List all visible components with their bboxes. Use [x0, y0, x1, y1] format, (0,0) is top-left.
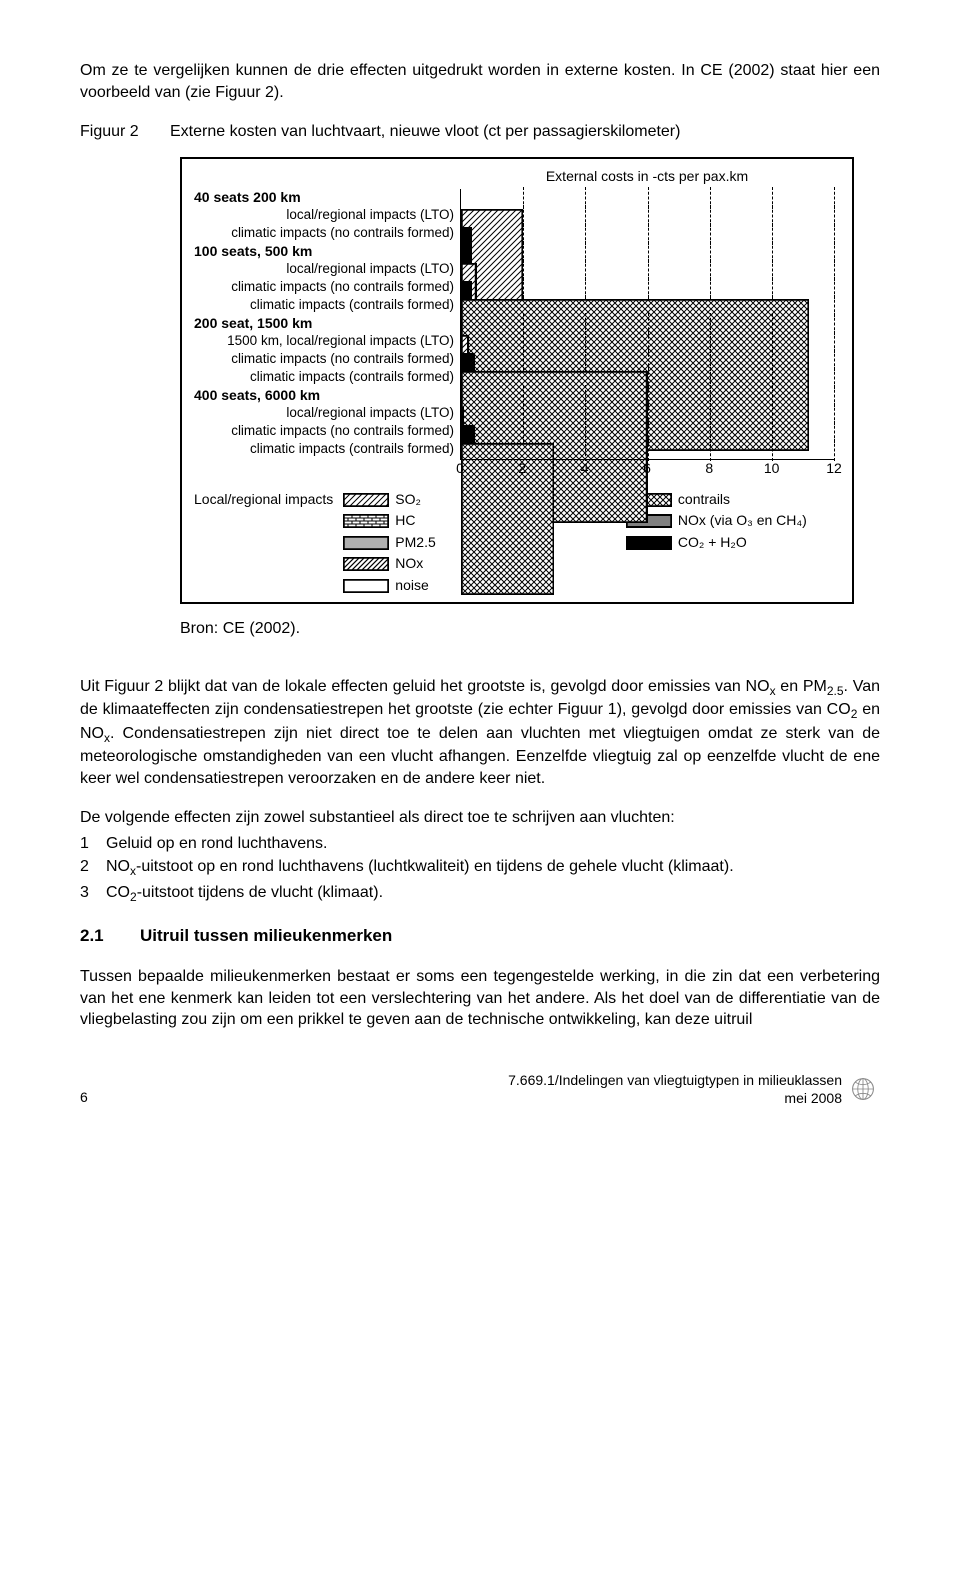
footer-logo [850, 1076, 880, 1107]
axis-tick: 6 [643, 460, 651, 478]
subscript: 2.5 [827, 684, 844, 698]
legend-item: Climatic impactsCO₂ + H₂O [514, 534, 834, 552]
list-number: 2 [80, 856, 106, 879]
bar-label: local/regional impacts (LTO) [194, 207, 460, 224]
chart-title-row: External costs in -cts per pax.km [194, 171, 834, 189]
bar-row: 1500 km, local/regional impacts (LTO) [194, 333, 834, 351]
footer-text: 7.669.1/Indelingen van vliegtuigtypen in… [140, 1071, 842, 1107]
axis-tick: 12 [826, 460, 842, 478]
legend-label: noise [395, 577, 428, 595]
bar-label: climatic impacts (no contrails formed) [194, 351, 460, 368]
group-header: 40 seats 200 km [194, 189, 834, 207]
list-item: 3CO2-uitstoot tijdens de vlucht (klimaat… [80, 882, 880, 905]
legend-heading-left: Local/regional impacts [194, 491, 333, 509]
axis-tick: 2 [518, 460, 526, 478]
figure-caption: Figuur 2 Externe kosten van luchtvaart, … [80, 121, 880, 143]
legend-label: NOx [395, 555, 423, 573]
section-number: 2.1 [80, 925, 140, 948]
group-header: 100 seats, 500 km [194, 243, 834, 261]
page-number: 6 [80, 1088, 140, 1107]
bar-row: climatic impacts (contrails formed) [194, 297, 834, 315]
bar-label: climatic impacts (no contrails formed) [194, 225, 460, 242]
bar-label: climatic impacts (no contrails formed) [194, 423, 460, 440]
list-text: Geluid op en rond luchthavens. [106, 833, 880, 855]
chart-container: External costs in -cts per pax.km 40 seat… [180, 157, 880, 605]
effects-list: 1Geluid op en rond luchthavens.2NOx-uits… [80, 833, 880, 905]
bar-row: climatic impacts (contrails formed) [194, 369, 834, 387]
group-header: 400 seats, 6000 km [194, 387, 834, 405]
list-item: 2NOx-uitstoot op en rond luchthavens (lu… [80, 856, 880, 879]
bar-row: climatic impacts (no contrails formed) [194, 279, 834, 297]
legend-label: SO₂ [395, 491, 421, 509]
axis-tick: 10 [764, 460, 780, 478]
list-text: NOx-uitstoot op en rond luchthavens (luc… [106, 856, 880, 879]
legend-label: contrails [678, 491, 730, 509]
list-number: 1 [80, 833, 106, 855]
text: en PM [776, 678, 827, 695]
legend-label: HC [395, 512, 415, 530]
figure-title: Externe kosten van luchtvaart, nieuwe vl… [170, 121, 880, 143]
axis-tick: 8 [705, 460, 713, 478]
list-number: 3 [80, 882, 106, 905]
intro-paragraph: Om ze te vergelijken kunnen de drie effe… [80, 60, 880, 103]
bar-label: local/regional impacts (LTO) [194, 405, 460, 422]
footer-line-1: 7.669.1/Indelingen van vliegtuigtypen in… [508, 1072, 842, 1088]
section-title: Uitruil tussen milieukenmerken [140, 925, 392, 948]
text: . Condensatiestrepen zijn niet direct to… [80, 725, 880, 787]
bar-label: climatic impacts (contrails formed) [194, 297, 460, 314]
list-text: CO2-uitstoot tijdens de vlucht (klimaat)… [106, 882, 880, 905]
chart-box: External costs in -cts per pax.km 40 seat… [180, 157, 854, 605]
globe-icon [850, 1076, 876, 1102]
bar-area [460, 441, 834, 459]
group-header: 200 seat, 1500 km [194, 315, 834, 333]
bar-label: climatic impacts (contrails formed) [194, 441, 460, 458]
x-axis: 024681012 [194, 459, 834, 481]
bar-row: local/regional impacts (LTO) [194, 207, 834, 225]
analysis-paragraph: Uit Figuur 2 blijkt dat van de lokale ef… [80, 676, 880, 789]
bar-label: 1500 km, local/regional impacts (LTO) [194, 333, 460, 350]
bar-row: climatic impacts (no contrails formed) [194, 225, 834, 243]
bar-row: climatic impacts (no contrails formed) [194, 423, 834, 441]
page-footer: 6 7.669.1/Indelingen van vliegtuigtypen … [80, 1071, 880, 1107]
bar-label: local/regional impacts (LTO) [194, 261, 460, 278]
figure-label: Figuur 2 [80, 121, 170, 143]
legend-label: PM2.5 [395, 534, 435, 552]
effects-intro: De volgende effecten zijn zowel substant… [80, 807, 880, 829]
footer-line-2: mei 2008 [784, 1090, 842, 1106]
chart-inner-title: External costs in -cts per pax.km [460, 168, 834, 186]
list-item: 1Geluid op en rond luchthavens. [80, 833, 880, 855]
text: Uit Figuur 2 blijkt dat van de lokale ef… [80, 678, 770, 695]
axis-tick: 0 [456, 460, 464, 478]
axis-tick: 4 [581, 460, 589, 478]
bar-row: local/regional impacts (LTO) [194, 405, 834, 423]
bar-label: climatic impacts (contrails formed) [194, 369, 460, 386]
legend-label: NOx (via O₃ en CH₄) [678, 512, 807, 530]
figure-source: Bron: CE (2002). [180, 618, 880, 640]
bar-label: climatic impacts (no contrails formed) [194, 279, 460, 296]
section-paragraph: Tussen bepaalde milieukenmerken bestaat … [80, 966, 880, 1031]
bar-row: climatic impacts (no contrails formed) [194, 351, 834, 369]
bar-row: local/regional impacts (LTO) [194, 261, 834, 279]
bar-row: climatic impacts (contrails formed) [194, 441, 834, 459]
legend-label: CO₂ + H₂O [678, 534, 747, 552]
section-heading: 2.1 Uitruil tussen milieukenmerken [80, 925, 880, 948]
